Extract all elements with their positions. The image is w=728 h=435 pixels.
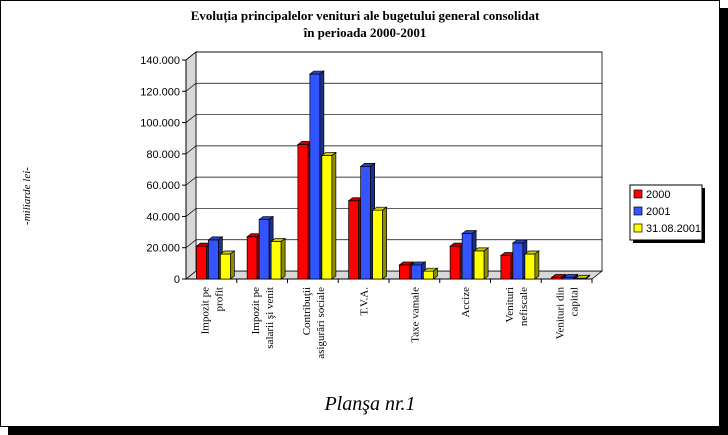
chart-title-line1: Evoluția principalelor venituri ale buge… bbox=[191, 8, 540, 24]
x-tick-label: salarii şi venit bbox=[264, 287, 276, 349]
bar bbox=[270, 237, 287, 280]
y-tick-label: 140.000 bbox=[140, 55, 180, 67]
chart-title-line2: în perioada 2000-2001 bbox=[303, 25, 427, 40]
x-tick-label: nefiscale bbox=[518, 287, 530, 326]
caption: Planşa nr.1 bbox=[323, 393, 415, 415]
bar bbox=[371, 206, 388, 280]
x-tick-label: T.V.A. bbox=[359, 287, 371, 316]
gridline bbox=[185, 145, 602, 155]
legend-swatch bbox=[633, 206, 643, 216]
gridline bbox=[185, 208, 602, 217]
y-tick-label: 0 bbox=[174, 274, 180, 286]
bar bbox=[574, 274, 591, 280]
legend-label: 31.08.2001 bbox=[646, 223, 701, 235]
bar bbox=[562, 273, 579, 280]
y-axis-label: -miliarde lei- bbox=[21, 167, 33, 225]
legend-swatch bbox=[633, 189, 643, 199]
y-tick-label: 60.000 bbox=[146, 180, 180, 192]
legend-label: 2000 bbox=[646, 189, 670, 201]
y-tick-label: 40.000 bbox=[146, 211, 180, 223]
x-tick-label: Venituri bbox=[504, 287, 516, 322]
x-tick-label: Impozit pe bbox=[250, 287, 262, 334]
chart-side-wall bbox=[185, 51, 197, 280]
gridline bbox=[185, 51, 602, 61]
x-tick-label: Impozit pe bbox=[199, 287, 211, 334]
x-tick-label: asigurări sociale bbox=[315, 287, 327, 359]
y-tick-label: 20.000 bbox=[146, 243, 180, 255]
gridline bbox=[185, 82, 602, 92]
y-tick-label: 100.000 bbox=[140, 118, 180, 130]
bar bbox=[219, 250, 236, 280]
bar bbox=[523, 250, 540, 280]
gridline bbox=[185, 114, 602, 123]
x-tick-label: profit bbox=[213, 287, 225, 311]
bar bbox=[320, 151, 337, 280]
bar bbox=[473, 247, 490, 280]
bar bbox=[258, 215, 275, 280]
plot-area: 0 20.000 40.000 60.000 80.000 100.000 120.000 1… bbox=[140, 51, 604, 359]
x-tick-label: capital bbox=[569, 287, 581, 316]
y-tick-label: 120.000 bbox=[140, 86, 180, 98]
x-tick-label: Taxe vamale bbox=[409, 287, 421, 343]
legend: 2000 2001 31.08.2001 bbox=[629, 184, 705, 243]
x-tick-label: Venituri din bbox=[555, 287, 567, 340]
x-tick-label: Accize bbox=[460, 287, 472, 318]
gridline bbox=[185, 176, 602, 186]
y-tick-label: 80.000 bbox=[146, 149, 180, 161]
legend-label: 2001 bbox=[646, 206, 670, 218]
legend-swatch bbox=[633, 223, 643, 233]
bar bbox=[422, 267, 439, 280]
x-tick-label: Contribuţii bbox=[301, 287, 313, 335]
